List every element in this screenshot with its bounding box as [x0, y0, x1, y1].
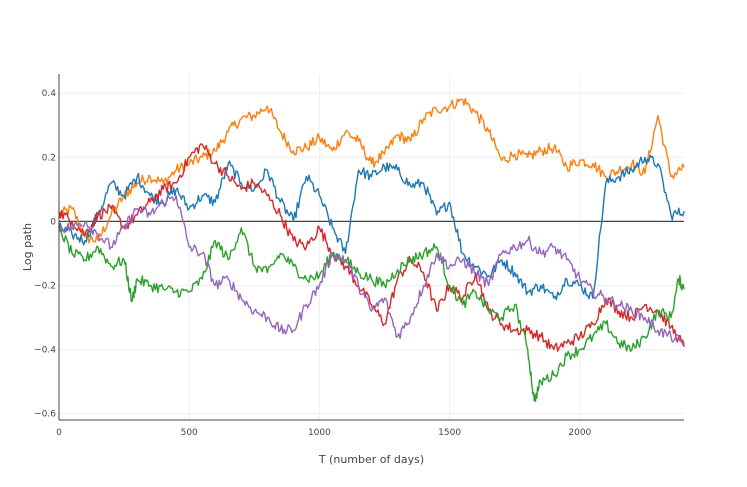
series-line-purple: [58, 195, 685, 346]
x-axis-title: T (number of days): [318, 453, 424, 466]
x-tick-label: 0: [56, 428, 62, 438]
axes: [58, 74, 684, 421]
y-tick-label: −0.2: [34, 281, 56, 291]
x-tick-label: 2000: [568, 428, 591, 438]
y-tick-label: 0: [50, 217, 56, 227]
y-tick-label: 0.4: [42, 89, 57, 99]
x-tick-label: 500: [181, 428, 198, 438]
tick-labels: 0 500 1000 1500 2000 0.4 0.2 0 −0.2 −0.4 −0.6: [34, 89, 591, 438]
y-tick-label: −0.4: [34, 346, 56, 356]
y-tick-label: −0.6: [34, 410, 56, 420]
series-lines: [58, 98, 685, 402]
series-line-red: [58, 143, 685, 352]
x-tick-label: 1500: [438, 428, 461, 438]
y-axis-title: Log path: [21, 223, 34, 271]
series-line-orange: [58, 98, 685, 244]
gridlines: [58, 74, 684, 420]
x-tick-label: 1000: [308, 428, 331, 438]
y-tick-label: 0.2: [42, 153, 56, 163]
series-line-green: [58, 225, 685, 402]
